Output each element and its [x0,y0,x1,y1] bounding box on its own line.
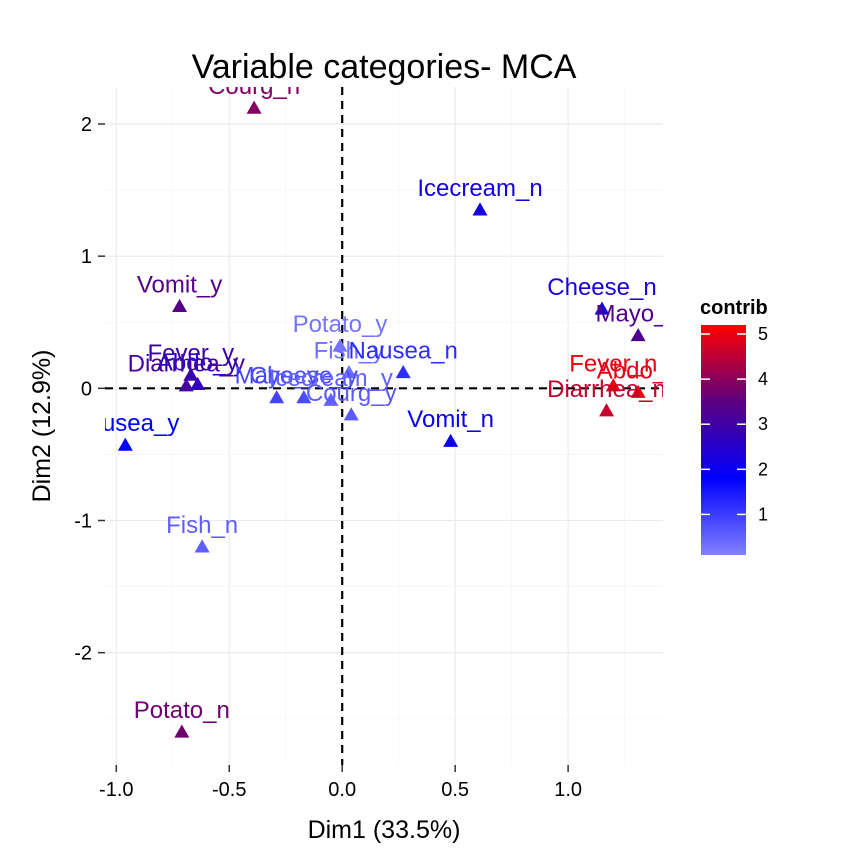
point-label: Mayo_n [595,300,680,327]
point-label: Diarrhea_y [128,351,245,378]
point-marker [296,390,312,404]
x-tick-label: -0.5 [212,779,246,801]
point-marker [323,392,339,406]
legend-tick-label: 3 [758,414,768,434]
y-tick-label: 2 [81,114,92,136]
legend: contrib 1 2 3 4 5 [700,297,768,555]
legend-title: contrib [700,297,768,319]
point-marker [332,338,348,352]
point-label: Mayo_y [235,363,319,390]
point-label: Icecream_y [269,365,393,392]
y-axis: -2 -1 0 1 2 [74,114,105,665]
point-marker [605,378,621,392]
point-marker [194,539,210,553]
point-label: Courg_y [306,380,397,407]
y-tick-label: -1 [74,510,92,532]
point-marker [443,433,459,447]
chart-title: Variable categories- MCA [192,48,577,86]
point-label: Fever_y [147,340,234,367]
y-tick-label: 1 [81,246,92,268]
legend-tick-label: 4 [758,369,768,389]
point-marker [174,724,190,738]
point-marker [117,437,133,451]
grid [105,87,663,765]
x-tick-label: -1.0 [99,779,133,801]
point-label: Fish_y [314,337,385,364]
legend-tick-label: 5 [758,324,768,344]
reference-lines [105,87,663,765]
point-marker [472,202,488,216]
point-marker [630,327,646,342]
x-axis: -1.0 -0.5 0.0 0.5 1.0 [99,765,582,801]
legend-tick-label: 1 [758,504,768,524]
point-label: Fever_n [569,351,657,378]
point-label: Nausea_n [348,337,457,364]
point-label: Potato_n [134,697,230,724]
point-label: Cheese_n [547,274,656,301]
x-tick-label: 0.5 [441,779,469,801]
point-marker [630,384,646,398]
point-label: Abdo_n [597,357,680,384]
x-tick-label: 1.0 [554,779,582,801]
point-marker [395,364,411,379]
point-label: Vomit_n [407,406,494,433]
point-marker [172,298,188,313]
point-marker [183,367,199,381]
point-label: Abdo_y [157,349,238,376]
point-label: Courg_n [208,73,300,100]
legend-colorbar [701,325,746,555]
x-tick-label: 0.0 [328,779,356,801]
point-label: Icecream_n [417,175,542,202]
point-marker [190,376,206,390]
point-label: Potato_y [293,311,388,338]
point-label: Diarrhea_n [547,376,666,403]
legend-tick-label: 2 [758,459,768,479]
y-axis-label: Dim2 (12.9%) [28,350,56,503]
y-tick-label: 0 [81,378,92,400]
point-label: Nausea_y [71,410,179,437]
point-label: Cheese_y [250,363,358,390]
point-marker [341,364,357,379]
point-marker [599,403,615,417]
point-marker [246,100,262,114]
legend-ticks: 1 2 3 4 5 [701,324,768,524]
point-marker [269,390,285,404]
point-label: Fish_n [166,512,238,539]
points [117,100,646,738]
point-marker [178,378,194,392]
point-label: Vomit_y [137,271,222,298]
point-marker [343,407,359,421]
point-marker [594,301,610,315]
x-axis-label: Dim1 (33.5%) [308,816,461,844]
y-tick-label: -2 [74,643,92,665]
